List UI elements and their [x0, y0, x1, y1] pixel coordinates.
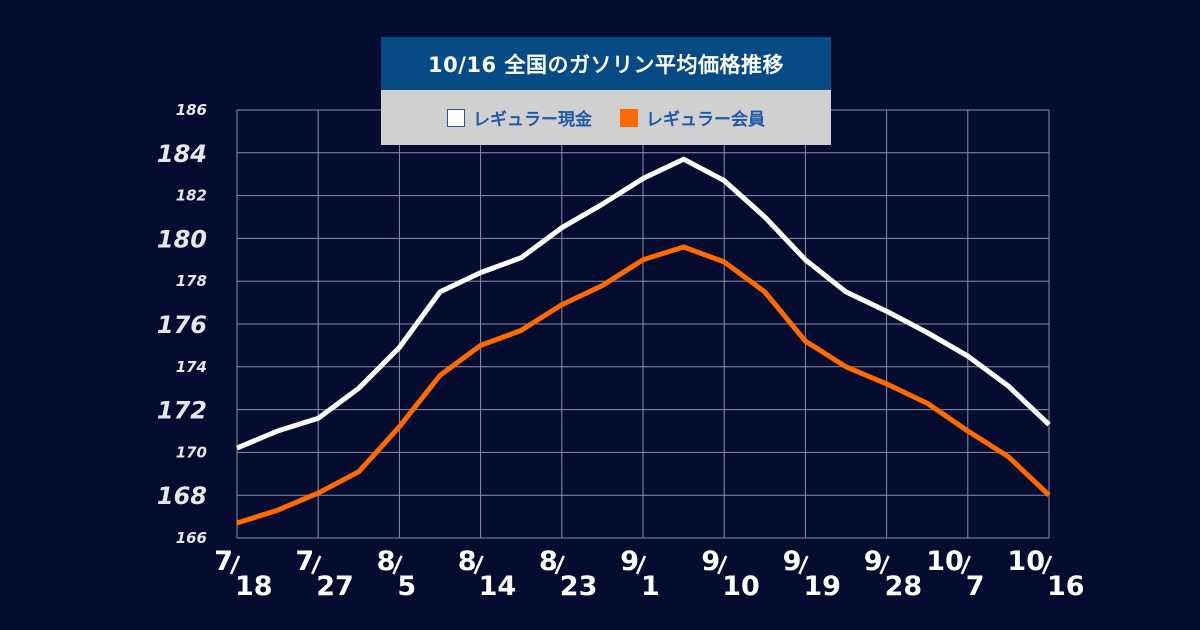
legend-swatch-orange — [620, 108, 638, 127]
y-tick-label: 184 — [157, 140, 207, 168]
legend-entry-cash: レギュラー現金 — [447, 105, 592, 130]
x-tick-slash — [635, 555, 647, 575]
legend-swatch-white — [447, 108, 465, 127]
series-lines — [236, 156, 1051, 526]
x-tick-day: 14 — [479, 571, 517, 602]
x-tick-label: 919 — [783, 546, 841, 602]
x-tick-month: 8 — [539, 546, 558, 577]
x-tick-slash — [717, 555, 728, 575]
y-tick-label: 174 — [176, 358, 207, 376]
x-tick-slash — [392, 555, 403, 575]
x-tick-month: 9 — [620, 546, 639, 577]
x-tick-label: 718 — [214, 546, 272, 602]
x-tick-month: 8 — [377, 546, 396, 577]
x-tick-month: 9 — [783, 546, 802, 577]
x-tick-label: 814 — [458, 546, 516, 602]
y-tick-label: 166 — [176, 529, 207, 547]
x-tick-slash — [879, 555, 890, 575]
series-line-cash — [236, 156, 1051, 451]
x-tick-label: 85 — [377, 546, 417, 602]
y-tick-label: 170 — [176, 443, 207, 461]
series-line-member — [236, 244, 1051, 526]
x-tick-label: 107 — [926, 546, 984, 602]
x-tick-slash — [311, 555, 322, 575]
legend: レギュラー現金 レギュラー会員 — [381, 90, 831, 145]
x-tick-slash — [554, 555, 565, 575]
x-tick-day: 19 — [803, 571, 841, 602]
y-tick-label: 178 — [176, 272, 207, 290]
x-tick-label: 727 — [295, 546, 353, 602]
x-tick-month: 8 — [458, 546, 477, 577]
y-tick-label: 176 — [157, 311, 207, 339]
x-tick-slash — [473, 555, 484, 575]
x-tick-month: 10 — [1007, 546, 1045, 577]
x-tick-day: 5 — [397, 571, 416, 602]
x-tick-month: 9 — [701, 546, 720, 577]
x-tick-slash — [229, 555, 241, 575]
x-tick-month: 7 — [295, 546, 314, 577]
legend-entry-member: レギュラー会員 — [620, 105, 765, 130]
grid — [236, 109, 1050, 539]
y-axis-ticks: 166 168 170 172 174 176 178 180 182 184 186 — [157, 101, 207, 547]
x-tick-day: 28 — [885, 571, 923, 602]
x-tick-label: 823 — [539, 546, 597, 602]
x-tick-slash — [798, 555, 809, 575]
legend-label-member: レギュラー会員 — [646, 110, 765, 130]
y-tick-label: 186 — [176, 101, 207, 119]
y-tick-label: 172 — [157, 397, 207, 425]
x-tick-month: 7 — [214, 546, 233, 577]
x-tick-day: 1 — [641, 571, 660, 602]
x-tick-slash — [960, 555, 971, 575]
x-tick-month: 9 — [864, 546, 883, 577]
y-tick-label: 182 — [176, 187, 207, 205]
x-tick-day: 18 — [235, 571, 273, 602]
x-tick-slash — [1041, 555, 1053, 575]
y-tick-label: 168 — [157, 482, 207, 510]
x-tick-label: 928 — [864, 546, 922, 602]
y-tick-label: 180 — [157, 225, 207, 253]
chart-title: 10/16 全国のガソリン平均価格推移 — [381, 37, 831, 90]
x-tick-label: 910 — [701, 546, 759, 602]
x-tick-day: 16 — [1047, 571, 1085, 602]
x-tick-day: 27 — [316, 571, 354, 602]
x-tick-day: 7 — [966, 571, 985, 602]
legend-label-cash: レギュラー現金 — [473, 110, 592, 130]
x-tick-month: 10 — [926, 546, 964, 577]
x-tick-day: 10 — [722, 571, 760, 602]
x-tick-label: 91 — [620, 546, 660, 602]
x-tick-day: 23 — [560, 571, 598, 602]
